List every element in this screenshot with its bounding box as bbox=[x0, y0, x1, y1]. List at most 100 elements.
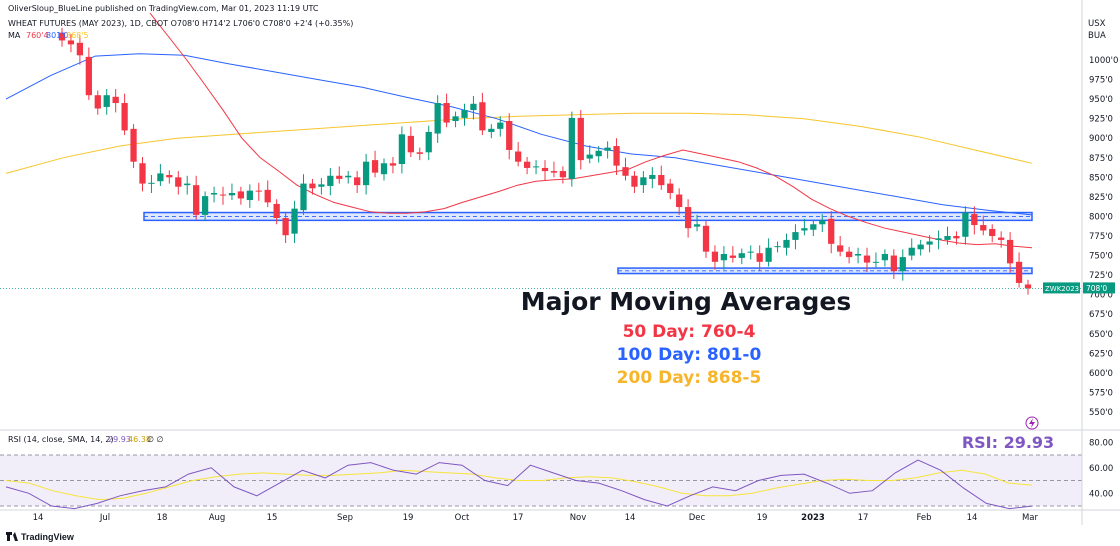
rsi-sma-value: 46.38 bbox=[128, 435, 151, 444]
candle-body bbox=[452, 116, 459, 122]
price-tick-label: 750'0 bbox=[1089, 252, 1113, 262]
candle-body bbox=[613, 146, 620, 166]
candle-body bbox=[595, 150, 602, 157]
footer-brand: TradingView bbox=[21, 532, 75, 542]
currency-code: USX bbox=[1088, 19, 1106, 29]
badge-value: 708'0 bbox=[1086, 284, 1107, 293]
candle-body bbox=[175, 177, 182, 187]
candle-body bbox=[980, 225, 987, 231]
candle-body bbox=[765, 247, 772, 262]
price-tick-label: 550'0 bbox=[1089, 408, 1113, 418]
candle-body bbox=[362, 161, 370, 186]
ma100-line bbox=[5, 53, 1033, 216]
time-tick-label: Nov bbox=[570, 513, 587, 523]
rsi-label: RSI (14, close, SMA, 14, 2) bbox=[8, 435, 114, 444]
candle-body bbox=[255, 190, 262, 192]
ma50-line bbox=[149, 12, 1033, 249]
candle-body bbox=[926, 241, 933, 245]
price-tick-label: 600'0 bbox=[1089, 369, 1113, 379]
price-tick-label: 950'0 bbox=[1089, 95, 1113, 105]
rsi-sma-line bbox=[5, 469, 1033, 501]
rsi-extra: ∅ ∅ bbox=[147, 435, 164, 444]
candle-body bbox=[684, 207, 692, 229]
candle-body bbox=[989, 228, 996, 236]
candle-body bbox=[863, 255, 871, 263]
candle-body bbox=[738, 253, 745, 258]
lightning-icon[interactable] bbox=[1025, 416, 1039, 430]
currency-unit: BUA bbox=[1088, 31, 1106, 41]
price-tick-label: 575'0 bbox=[1089, 388, 1113, 398]
candle-body bbox=[604, 147, 611, 151]
candle-body bbox=[246, 190, 253, 201]
time-tick-label: 15 bbox=[267, 513, 278, 523]
price-tick-label: 850'0 bbox=[1089, 173, 1113, 183]
candle-body bbox=[783, 239, 790, 248]
candle-body bbox=[237, 191, 245, 199]
ma200-value: 868'5 bbox=[66, 31, 89, 40]
candle-body bbox=[953, 236, 960, 239]
candle-body bbox=[425, 131, 432, 153]
time-axis[interactable]: 14 Jul 18 Aug 15 Sep 19 Oct 17 Nov 14 Dec 19 2023 17 Fe… bbox=[33, 513, 1039, 523]
candle-body bbox=[497, 122, 504, 129]
candle-body bbox=[148, 182, 155, 184]
time-tick-label: Oct bbox=[455, 513, 470, 523]
candle-body bbox=[112, 96, 119, 104]
candle-body bbox=[380, 163, 388, 175]
price-axis[interactable]: 1000'0 975'0 950'0 925'0 900'0 875'0 850'0 825'… bbox=[1089, 56, 1118, 418]
candles bbox=[58, 27, 1032, 295]
candle-body bbox=[515, 151, 522, 162]
candle-body bbox=[667, 183, 674, 193]
time-tick-label: Jul bbox=[99, 513, 110, 523]
time-tick-label: Sep bbox=[337, 513, 353, 523]
candle-body bbox=[67, 40, 75, 45]
ma50-value: 760'4 bbox=[26, 31, 49, 40]
candle-body bbox=[121, 103, 128, 131]
candle-body bbox=[792, 232, 799, 240]
time-tick-label: 19 bbox=[757, 513, 768, 523]
candle-body bbox=[85, 56, 92, 96]
candle-body bbox=[917, 244, 924, 250]
candle-body bbox=[747, 251, 754, 253]
price-tick-label: 1000'0 bbox=[1089, 56, 1118, 66]
price-tick-label: 700'0 bbox=[1089, 291, 1113, 301]
candle-body bbox=[935, 238, 942, 240]
price-tick-label: 975'0 bbox=[1089, 76, 1113, 86]
candle-body bbox=[407, 135, 414, 153]
candle-body bbox=[1024, 284, 1032, 289]
candle-body bbox=[479, 102, 486, 131]
price-tick-label: 900'0 bbox=[1089, 134, 1113, 144]
time-tick-label: Aug bbox=[209, 513, 226, 523]
candle-body bbox=[631, 175, 638, 187]
candle-body bbox=[139, 163, 146, 184]
candle-body bbox=[819, 220, 826, 225]
candle-body bbox=[774, 246, 781, 248]
annotation-ma100: 100 Day: 801-0 bbox=[617, 345, 762, 365]
price-tick-label: 875'0 bbox=[1089, 154, 1113, 164]
time-tick-label: Feb bbox=[916, 513, 931, 523]
rsi-tick-label: 60.00 bbox=[1089, 464, 1113, 474]
candle-body bbox=[193, 185, 200, 215]
candle-body bbox=[443, 103, 450, 123]
tradingview-logo[interactable]: TradingView bbox=[6, 532, 75, 542]
candle-body bbox=[711, 251, 719, 262]
rsi-axis: 80.00 60.00 40.00 bbox=[1089, 438, 1113, 499]
candle-body bbox=[872, 261, 880, 263]
candle-body bbox=[219, 194, 227, 196]
candle-body bbox=[318, 184, 325, 187]
time-tick-label: 17 bbox=[858, 513, 869, 523]
price-badge: ZWK2023 708'0 bbox=[1043, 282, 1115, 294]
author-line: OliverSloup_BlueLine published on Tradin… bbox=[8, 4, 319, 13]
candle-body bbox=[971, 214, 978, 226]
candle-body bbox=[76, 42, 84, 56]
annotation-rsi: RSI: 29.93 bbox=[962, 433, 1054, 452]
candle-body bbox=[94, 95, 101, 109]
annotation-ma50: 50 Day: 760-4 bbox=[623, 322, 756, 342]
time-tick-label: 2023 bbox=[801, 513, 825, 523]
candle-body bbox=[461, 110, 468, 118]
candle-body bbox=[210, 192, 218, 195]
candle-body bbox=[264, 189, 271, 203]
price-tick-label: 625'0 bbox=[1089, 349, 1113, 359]
candle-body bbox=[488, 128, 495, 132]
candle-body bbox=[845, 251, 853, 258]
candle-body bbox=[702, 225, 710, 252]
